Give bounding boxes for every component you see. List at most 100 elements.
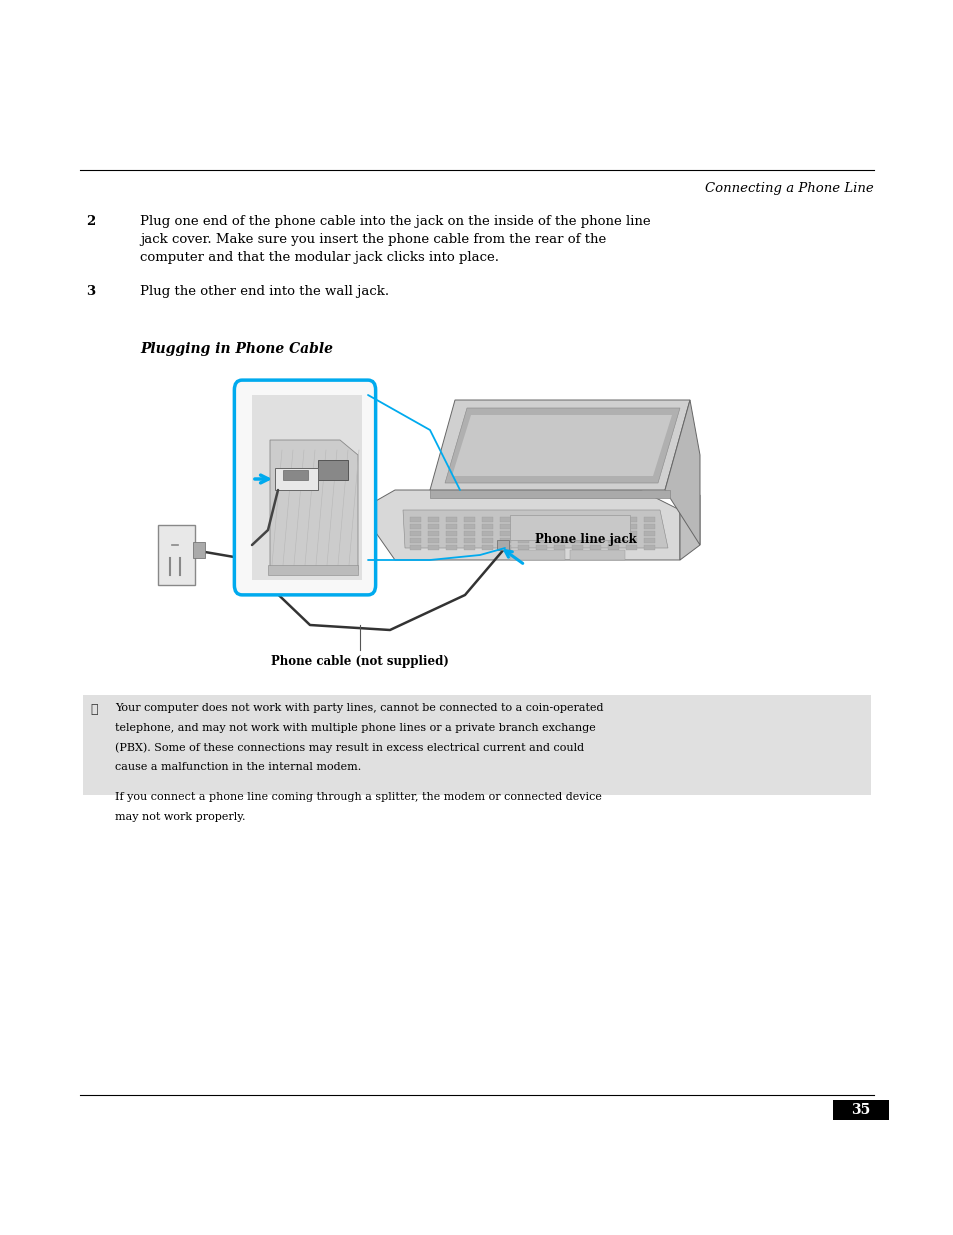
Bar [572, 531, 582, 536]
FancyBboxPatch shape [83, 695, 870, 795]
Bar [643, 545, 654, 550]
Text: Connecting a Phone Line: Connecting a Phone Line [704, 182, 873, 195]
Polygon shape [452, 415, 671, 475]
Text: (PBX). Some of these connections may result in excess electrical current and cou: (PBX). Some of these connections may res… [115, 742, 583, 753]
Bar [463, 545, 475, 550]
Bar [499, 538, 510, 543]
Bar [554, 538, 564, 543]
Polygon shape [444, 408, 679, 483]
Bar [536, 517, 546, 522]
Polygon shape [430, 400, 689, 490]
Bar [589, 531, 600, 536]
Bar [643, 517, 654, 522]
Text: Your computer does not work with party lines, cannot be connected to a coin-oper: Your computer does not work with party l… [115, 703, 603, 713]
Text: Phone line jack: Phone line jack [535, 534, 636, 547]
Bar [607, 531, 618, 536]
Bar [481, 524, 493, 529]
Bar [499, 531, 510, 536]
Text: Plug one end of the phone cable into the jack on the inside of the phone line: Plug one end of the phone cable into the… [140, 215, 650, 228]
Polygon shape [252, 395, 361, 580]
Bar [625, 545, 637, 550]
Bar [446, 545, 456, 550]
Text: Plugging in Phone Cable: Plugging in Phone Cable [140, 342, 333, 356]
Bar [643, 531, 654, 536]
Bar [536, 538, 546, 543]
Polygon shape [359, 490, 679, 559]
Bar [499, 524, 510, 529]
Bar [481, 545, 493, 550]
Bar [517, 545, 528, 550]
Bar [572, 517, 582, 522]
Bar [643, 524, 654, 529]
Text: 35: 35 [850, 1103, 870, 1116]
Bar [499, 545, 510, 550]
Bar [510, 515, 629, 540]
Bar [497, 540, 509, 550]
Bar [410, 531, 420, 536]
Bar [625, 517, 637, 522]
Bar [536, 545, 546, 550]
Bar [510, 550, 564, 559]
Bar [625, 538, 637, 543]
Text: cause a malfunction in the internal modem.: cause a malfunction in the internal mode… [115, 762, 361, 772]
Bar [463, 524, 475, 529]
Polygon shape [679, 495, 700, 559]
Bar [410, 538, 420, 543]
Bar [643, 538, 654, 543]
Bar [572, 545, 582, 550]
Bar [536, 531, 546, 536]
Bar [589, 545, 600, 550]
Bar [193, 542, 205, 558]
Bar [625, 531, 637, 536]
Bar [607, 524, 618, 529]
Bar [428, 545, 438, 550]
Text: 3: 3 [86, 285, 95, 298]
Bar [446, 517, 456, 522]
Bar [428, 538, 438, 543]
Bar [410, 545, 420, 550]
Bar [410, 524, 420, 529]
Bar [517, 517, 528, 522]
Text: computer and that the modular jack clicks into place.: computer and that the modular jack click… [140, 251, 498, 264]
Bar [283, 471, 308, 480]
Bar [625, 524, 637, 529]
Bar [607, 545, 618, 550]
Bar [554, 517, 564, 522]
Bar [481, 538, 493, 543]
Bar [317, 459, 348, 480]
Bar [536, 524, 546, 529]
Text: telephone, and may not work with multiple phone lines or a private branch exchan: telephone, and may not work with multipl… [115, 722, 595, 732]
Text: Phone cable (not supplied): Phone cable (not supplied) [271, 655, 449, 668]
Bar [554, 524, 564, 529]
Polygon shape [268, 564, 357, 576]
Text: may not work properly.: may not work properly. [115, 811, 245, 821]
Bar [158, 525, 194, 585]
Bar [517, 531, 528, 536]
Text: ✎: ✎ [90, 703, 97, 716]
Bar [499, 517, 510, 522]
Bar [410, 517, 420, 522]
Bar [428, 531, 438, 536]
Bar [589, 538, 600, 543]
Bar [428, 524, 438, 529]
FancyBboxPatch shape [832, 1100, 888, 1120]
Text: Plug the other end into the wall jack.: Plug the other end into the wall jack. [140, 285, 389, 298]
Bar [446, 524, 456, 529]
Polygon shape [402, 510, 667, 548]
Text: jack cover. Make sure you insert the phone cable from the rear of the: jack cover. Make sure you insert the pho… [140, 233, 605, 246]
Bar [430, 490, 669, 498]
Bar [463, 538, 475, 543]
Bar [463, 531, 475, 536]
Bar [517, 538, 528, 543]
Text: If you connect a phone line coming through a splitter, the modem or connected de: If you connect a phone line coming throu… [115, 792, 601, 802]
Bar [446, 531, 456, 536]
Bar [517, 524, 528, 529]
Bar [481, 531, 493, 536]
Bar [589, 517, 600, 522]
Bar [554, 545, 564, 550]
Polygon shape [274, 468, 317, 490]
Bar [428, 517, 438, 522]
Bar [572, 538, 582, 543]
Bar [481, 517, 493, 522]
Bar [463, 517, 475, 522]
